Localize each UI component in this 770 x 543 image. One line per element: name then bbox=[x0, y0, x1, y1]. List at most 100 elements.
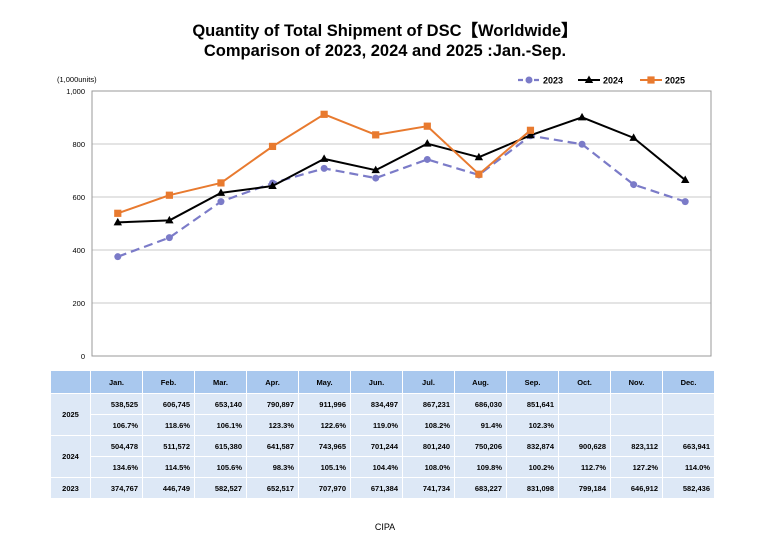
ratio-cell: 102.3% bbox=[506, 414, 559, 436]
data-point bbox=[165, 234, 173, 242]
data-point bbox=[268, 142, 277, 151]
chart-subtitle: Comparison of 2023, 2024 and 2025 :Jan.-… bbox=[203, 42, 567, 60]
month-header-cell: Sep. bbox=[506, 370, 559, 394]
data-point bbox=[114, 253, 122, 261]
data-point bbox=[371, 165, 380, 174]
series-line-2024 bbox=[117, 116, 686, 224]
chart-legend: 2023 2024 2025 bbox=[518, 75, 685, 86]
value-cell: 701,244 bbox=[350, 435, 403, 457]
value-cell: 831,098 bbox=[506, 477, 559, 499]
data-point bbox=[113, 217, 122, 226]
series-2024 bbox=[113, 112, 690, 226]
value-cell: 801,240 bbox=[402, 435, 455, 457]
ratio-cell: 114.0% bbox=[662, 456, 715, 478]
data-point bbox=[474, 152, 484, 161]
month-header-cell: Aug. bbox=[454, 370, 507, 394]
table-row: 106.7% 118.6% 106.1% 123.3% 122.6% 119.0% 108.… bbox=[51, 414, 715, 436]
series-2025 bbox=[114, 110, 535, 217]
value-cell bbox=[610, 393, 663, 415]
value-cell: 511,572 bbox=[142, 435, 195, 457]
data-point bbox=[630, 181, 638, 189]
table-header-row: Jan. Feb. Mar. Apr. May. Jun. Jul. Aug. Sep. Oct.… bbox=[50, 370, 715, 394]
series-line-2023 bbox=[117, 134, 686, 258]
table-row: 2023 374,767 446,749 582,527 652,517 707,970 6… bbox=[50, 477, 715, 499]
data-point bbox=[217, 198, 225, 206]
month-header-cell: May. bbox=[298, 370, 351, 394]
data-point bbox=[320, 110, 328, 118]
value-cell: 538,525 bbox=[90, 393, 143, 415]
series-lines bbox=[113, 110, 690, 261]
value-cell: 790,897 bbox=[246, 393, 299, 415]
data-table: Jan. Feb. Mar. Apr. May. Jun. Jul. Aug. Sep. Oct.… bbox=[50, 370, 715, 499]
ratio-cell: 100.2% bbox=[506, 456, 559, 478]
table-row: 134.6% 114.5% 105.6% 98.3% 105.1% 104.4% 108.0… bbox=[51, 456, 715, 478]
ratio-cell: 134.6% bbox=[90, 456, 143, 478]
source-label: CIPA bbox=[374, 522, 396, 532]
ratio-cell bbox=[558, 414, 611, 436]
year-label-cell: 2024 bbox=[50, 435, 91, 478]
data-point bbox=[165, 191, 173, 199]
value-cell: 683,227 bbox=[454, 477, 507, 499]
unit-label: (1,000units) bbox=[57, 75, 97, 84]
value-cell bbox=[558, 393, 611, 415]
value-cell: 606,745 bbox=[142, 393, 195, 415]
ratio-cell: 109.8% bbox=[454, 456, 507, 478]
month-header-cell: Apr. bbox=[246, 370, 299, 394]
value-cell: 750,206 bbox=[454, 435, 507, 457]
value-cell: 799,184 bbox=[558, 477, 611, 499]
data-point bbox=[216, 188, 226, 196]
legend-item-2023: 2023 bbox=[518, 76, 563, 86]
legend-item-2025: 2025 bbox=[640, 76, 685, 86]
value-cell: 851,641 bbox=[506, 393, 559, 415]
ratio-cell: 105.6% bbox=[194, 456, 247, 478]
value-cell: 653,140 bbox=[194, 393, 247, 415]
ratio-cell: 123.3% bbox=[246, 414, 299, 436]
series-2023 bbox=[114, 132, 689, 261]
ratio-cell: 91.4% bbox=[454, 414, 507, 436]
ratio-cell: 105.1% bbox=[298, 456, 351, 478]
plot-area-border bbox=[91, 90, 712, 357]
data-point bbox=[525, 76, 533, 84]
value-cell: 652,517 bbox=[246, 477, 299, 499]
value-cell: 823,112 bbox=[610, 435, 663, 457]
value-cell: 663,941 bbox=[662, 435, 715, 457]
year-label-cell: 2023 bbox=[50, 477, 91, 499]
series-line-2025 bbox=[117, 113, 532, 215]
data-point bbox=[647, 76, 655, 84]
y-tick-label: 600 bbox=[72, 193, 85, 202]
data-point bbox=[320, 164, 328, 172]
value-cell: 582,527 bbox=[194, 477, 247, 499]
data-point bbox=[577, 112, 587, 121]
ratio-cell: 114.5% bbox=[142, 456, 195, 478]
data-point bbox=[217, 179, 225, 187]
legend-label: 2023 bbox=[543, 76, 563, 86]
chart-title: Quantity of Total Shipment of DSC【Worldw… bbox=[192, 22, 578, 40]
data-point bbox=[584, 75, 594, 83]
data-point bbox=[372, 174, 380, 182]
data-point bbox=[114, 209, 122, 217]
value-cell: 582,436 bbox=[662, 477, 715, 499]
value-cell: 671,384 bbox=[350, 477, 403, 499]
ratio-cell: 119.0% bbox=[350, 414, 403, 436]
legend-label: 2025 bbox=[665, 76, 685, 86]
value-cell: 374,767 bbox=[90, 477, 143, 499]
value-cell: 911,996 bbox=[298, 393, 351, 415]
legend-item-2024: 2024 bbox=[578, 75, 623, 86]
month-header-cell: Nov. bbox=[610, 370, 663, 394]
ratio-cell: 108.0% bbox=[402, 456, 455, 478]
legend-label: 2024 bbox=[603, 76, 623, 86]
ratio-cell: 106.1% bbox=[194, 414, 247, 436]
year-label-cell: 2025 bbox=[50, 393, 91, 436]
ratio-cell bbox=[610, 414, 663, 436]
line-chart: 0 200 400 600 800 1,000 (1,000units) 2023 2024… bbox=[57, 75, 712, 361]
value-cell: 867,231 bbox=[402, 393, 455, 415]
data-point bbox=[578, 140, 586, 148]
data-point bbox=[629, 133, 638, 141]
month-header-cell: Dec. bbox=[662, 370, 715, 394]
data-point bbox=[681, 198, 689, 206]
y-tick-label: 1,000 bbox=[66, 87, 85, 96]
ratio-cell: 118.6% bbox=[142, 414, 195, 436]
data-point bbox=[423, 122, 431, 130]
ratio-cell: 122.6% bbox=[298, 414, 351, 436]
ratio-cell bbox=[662, 414, 715, 436]
